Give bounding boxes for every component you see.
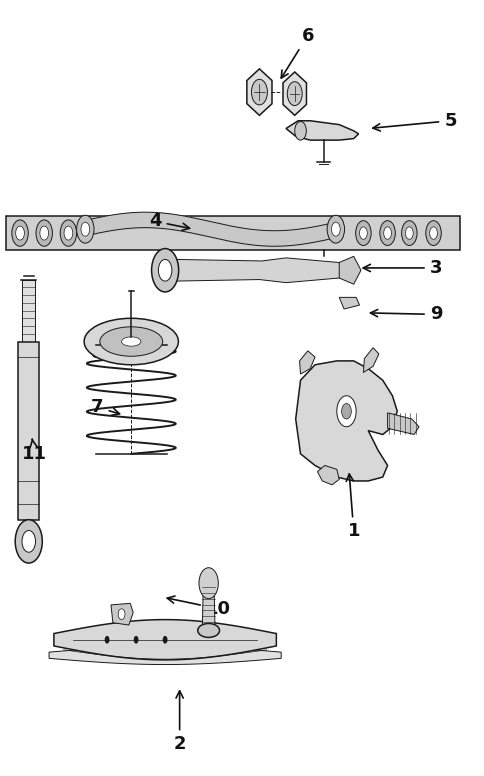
Polygon shape — [363, 348, 378, 372]
Circle shape — [40, 226, 48, 240]
Polygon shape — [338, 256, 360, 284]
Ellipse shape — [100, 327, 162, 356]
Circle shape — [401, 220, 416, 245]
Polygon shape — [54, 619, 276, 660]
Text: 9: 9 — [370, 306, 441, 324]
Text: 1: 1 — [346, 474, 359, 540]
Polygon shape — [295, 361, 396, 481]
Circle shape — [379, 220, 394, 245]
Polygon shape — [387, 413, 418, 435]
Polygon shape — [246, 69, 272, 116]
Circle shape — [105, 636, 109, 643]
Circle shape — [64, 226, 73, 240]
Polygon shape — [49, 646, 281, 664]
Polygon shape — [283, 72, 306, 116]
Circle shape — [331, 222, 339, 236]
Polygon shape — [18, 341, 39, 520]
Circle shape — [15, 226, 24, 240]
Circle shape — [12, 220, 28, 246]
Circle shape — [429, 227, 437, 239]
Polygon shape — [202, 584, 214, 625]
Polygon shape — [286, 121, 358, 140]
Text: 5: 5 — [372, 112, 456, 131]
Ellipse shape — [197, 623, 219, 637]
Circle shape — [151, 248, 178, 292]
Circle shape — [287, 81, 302, 106]
Polygon shape — [317, 466, 338, 485]
Polygon shape — [22, 279, 35, 341]
Circle shape — [22, 531, 35, 553]
Circle shape — [60, 220, 76, 246]
Circle shape — [162, 636, 167, 643]
Circle shape — [134, 636, 138, 643]
Text: 4: 4 — [149, 213, 189, 230]
Circle shape — [251, 79, 267, 105]
Text: 7: 7 — [91, 398, 120, 417]
Circle shape — [359, 227, 366, 239]
Circle shape — [355, 220, 370, 245]
Ellipse shape — [84, 318, 178, 365]
Polygon shape — [338, 297, 359, 309]
Polygon shape — [299, 351, 315, 374]
Circle shape — [383, 227, 391, 239]
Circle shape — [81, 222, 90, 236]
Circle shape — [294, 122, 306, 140]
Circle shape — [341, 404, 350, 419]
Text: 11: 11 — [22, 439, 47, 462]
Circle shape — [118, 608, 125, 619]
Polygon shape — [111, 604, 133, 625]
Text: 3: 3 — [363, 259, 441, 277]
Text: 2: 2 — [173, 691, 185, 753]
Polygon shape — [160, 258, 348, 282]
Text: 8: 8 — [91, 344, 134, 362]
Circle shape — [425, 220, 440, 245]
Circle shape — [76, 215, 94, 243]
Circle shape — [36, 220, 52, 246]
Circle shape — [15, 520, 42, 563]
Text: 10: 10 — [167, 596, 230, 618]
Circle shape — [158, 259, 171, 281]
Circle shape — [405, 227, 412, 239]
Circle shape — [326, 215, 344, 243]
Polygon shape — [6, 216, 459, 250]
Ellipse shape — [121, 337, 141, 346]
Circle shape — [198, 568, 218, 599]
Circle shape — [336, 396, 355, 427]
Text: 6: 6 — [281, 26, 314, 78]
